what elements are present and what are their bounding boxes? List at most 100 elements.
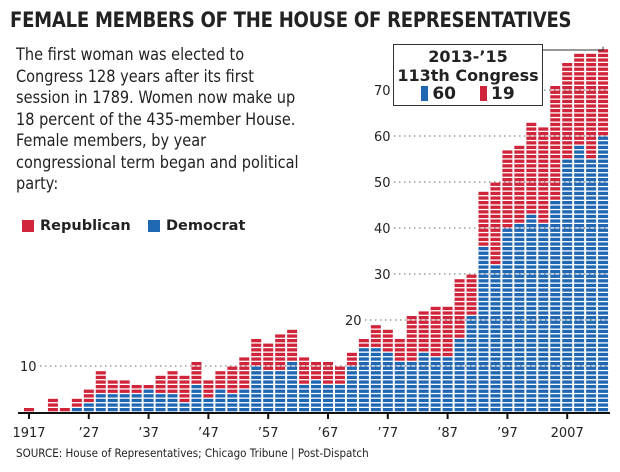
republican-bar-segment xyxy=(490,228,501,232)
democrat-bar-segment xyxy=(562,242,573,246)
republican-bar-segment xyxy=(586,76,597,81)
republican-bar-segment xyxy=(179,385,190,389)
democrat-bar-segment xyxy=(418,389,429,393)
democrat-bar-segment xyxy=(418,352,429,357)
democrat-bar-segment xyxy=(490,306,501,311)
democrat-bar-segment xyxy=(406,403,417,407)
republican-bar-segment xyxy=(251,339,262,343)
democrat-bar-segment xyxy=(598,385,609,389)
democrat-bar-segment xyxy=(454,352,465,357)
democrat-bar-segment xyxy=(478,306,489,311)
democrat-bar-segment xyxy=(299,403,310,407)
democrat-bar-segment xyxy=(514,389,525,393)
republican-bar-segment xyxy=(562,141,573,145)
republican-bar-segment xyxy=(598,58,609,62)
democrat-bar-segment xyxy=(562,224,573,228)
democrat-bar-segment xyxy=(598,348,609,352)
republican-bar-segment xyxy=(562,95,573,99)
republican-bar-segment xyxy=(562,63,573,67)
republican-bar-segment xyxy=(454,302,465,306)
democrat-bar-segment xyxy=(239,403,250,407)
democrat-bar-segment xyxy=(538,352,549,357)
republican-bar-segment xyxy=(526,187,537,191)
democrat-bar-segment xyxy=(358,348,369,352)
democrat-bar-segment xyxy=(502,316,513,320)
callout-congress: 113th Congress xyxy=(397,66,539,85)
democrat-bar-segment xyxy=(502,237,513,242)
democrat-swatch xyxy=(421,86,429,101)
democrat-bar-segment xyxy=(394,389,405,393)
democrat-bar-segment xyxy=(107,408,118,412)
democrat-bar-segment xyxy=(562,210,573,214)
democrat-bar-segment xyxy=(143,394,154,398)
republican-bar-segment xyxy=(562,122,573,127)
democrat-bar-segment xyxy=(562,168,573,173)
republican-bar-segment xyxy=(550,145,561,150)
democrat-bar-segment xyxy=(550,389,561,393)
republican-bar-segment xyxy=(59,408,70,412)
democrat-bar-segment xyxy=(598,343,609,347)
democrat-bar-segment xyxy=(562,389,573,393)
republican-bar-segment xyxy=(430,316,441,320)
democrat-bar-segment xyxy=(538,408,549,412)
democrat-bar-segment xyxy=(574,242,585,246)
republican-bar-segment xyxy=(323,362,333,366)
democrat-bar-segment xyxy=(215,398,226,403)
republican-bar-segment xyxy=(574,127,585,131)
democrat-bar-segment xyxy=(574,251,585,255)
republican-bar-segment xyxy=(550,141,561,145)
democrat-bar-segment xyxy=(191,398,202,403)
republican-bar-segment xyxy=(454,320,465,324)
republican-bar-segment xyxy=(287,334,298,338)
democrat-bar-segment xyxy=(586,270,597,274)
republican-bar-segment xyxy=(466,311,477,315)
democrat-bar-segment xyxy=(574,398,585,403)
democrat-bar-segment xyxy=(502,270,513,274)
democrat-bar-segment xyxy=(574,334,585,338)
democrat-bar-segment xyxy=(586,334,597,338)
republican-bar-segment xyxy=(466,283,477,288)
legend-democrat: Democrat xyxy=(148,218,245,234)
democrat-bar-segment xyxy=(598,366,609,370)
legend-label: Republican xyxy=(40,218,131,234)
democrat-bar-segment xyxy=(358,408,369,412)
democrat-bar-segment xyxy=(526,288,537,292)
democrat-bar-segment xyxy=(538,394,549,398)
democrat-bar-segment xyxy=(502,242,513,246)
democrat-bar-segment xyxy=(490,283,501,288)
republican-bar-segment xyxy=(526,150,537,154)
republican-bar-segment xyxy=(287,357,298,361)
democrat-bar-segment xyxy=(287,403,298,407)
democrat-bar-segment xyxy=(562,385,573,389)
democrat-bar-segment xyxy=(370,385,381,389)
republican-bar-segment xyxy=(526,182,537,186)
democrat-bar-segment xyxy=(490,270,501,274)
democrat-bar-segment xyxy=(586,329,597,334)
democrat-bar-segment xyxy=(119,408,130,412)
republican-bar-segment xyxy=(263,348,274,352)
republican-bar-segment xyxy=(586,150,597,154)
republican-bar-segment xyxy=(562,104,573,108)
democrat-bar-segment xyxy=(490,279,501,283)
democrat-bar-segment xyxy=(478,316,489,320)
democrat-bar-segment xyxy=(382,394,393,398)
democrat-bar-segment xyxy=(466,385,477,389)
democrat-bar-segment xyxy=(406,385,417,389)
republican-bar-segment xyxy=(574,95,585,99)
republican-bar-segment xyxy=(466,306,477,311)
democrat-bar-segment xyxy=(526,398,537,403)
democrat-bar-segment xyxy=(574,380,585,384)
republican-bar-segment xyxy=(167,389,178,393)
democrat-bar-segment xyxy=(131,408,142,412)
democrat-bar-segment xyxy=(586,201,597,205)
republican-bar-segment xyxy=(502,168,513,173)
democrat-bar-segment xyxy=(502,329,513,334)
republican-bar-segment xyxy=(538,205,549,209)
democrat-bar-segment xyxy=(562,283,573,288)
republican-bar-segment xyxy=(323,375,333,380)
republican-bar-segment xyxy=(502,191,513,196)
republican-bar-segment xyxy=(598,99,609,104)
democrat-bar-segment xyxy=(490,357,501,361)
republican-bar-segment xyxy=(155,389,166,393)
democrat-bar-segment xyxy=(442,357,453,361)
